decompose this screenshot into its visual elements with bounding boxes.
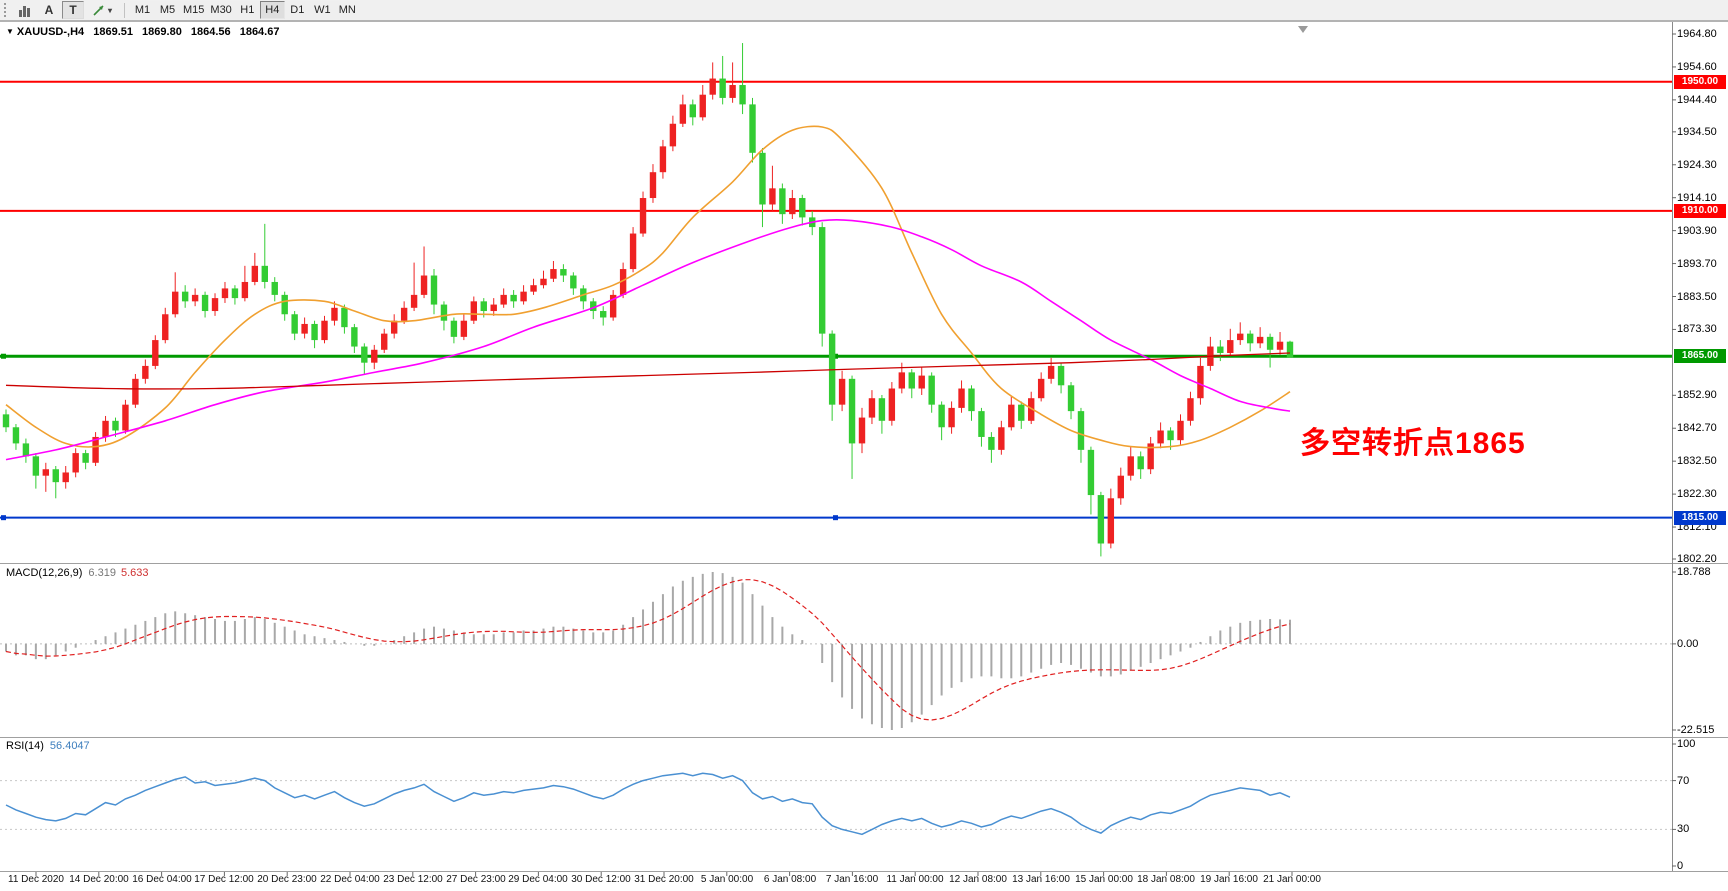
price-axis-label: 1934.50 (1677, 125, 1717, 138)
time-axis-label: 13 Jan 16:00 (1012, 874, 1070, 885)
price-axis-label: 1964.80 (1677, 28, 1717, 40)
rsi-axis-label: 70 (1677, 774, 1690, 787)
time-axis-label: 20 Dec 23:00 (257, 874, 317, 885)
timeframe-m30-button[interactable]: M30 (207, 1, 235, 19)
timeframe-mn-button[interactable]: MN (334, 1, 360, 19)
price-tag-1910-00: 1910.00 (1674, 203, 1726, 218)
rsi-name: RSI(14) (6, 740, 44, 752)
macd-axis-label: 18.788 (1677, 566, 1711, 578)
macd-indicator-label: MACD(12,26,9) 6.319 5.633 (6, 567, 148, 579)
time-axis-label: 17 Dec 12:00 (194, 874, 254, 885)
candles-layer (2, 43, 1294, 557)
symbol-dropdown-icon[interactable]: ▼ (6, 27, 14, 36)
timeframe-w1-button[interactable]: W1 (309, 1, 335, 19)
time-axis-label: 22 Dec 04:00 (320, 874, 380, 885)
hline-objects-layer[interactable] (0, 80, 1672, 521)
timeframe-d1-button[interactable]: D1 (284, 1, 310, 19)
time-axis-label: 21 Jan 00:00 (1263, 874, 1321, 885)
separators-layer (0, 21, 1728, 876)
price-tag-1950-00: 1950.00 (1674, 74, 1726, 89)
text-tool-t-button[interactable]: T (62, 1, 84, 19)
time-axis-label: 23 Dec 12:00 (383, 874, 443, 885)
rsi-value: 56.4047 (49, 740, 90, 752)
rsi-axis-label: 0 (1677, 860, 1684, 872)
timeframe-group: M1 M5 M15 M30 H1 H4 D1 W1 MN (130, 1, 360, 19)
toolbar-separator (124, 2, 125, 18)
time-axis-label: 11 Jan 00:00 (886, 874, 944, 885)
price-axis-label: 1954.60 (1677, 60, 1717, 73)
timeframe-h1-button[interactable]: H1 (234, 1, 260, 19)
timeframe-m5-button[interactable]: M5 (155, 1, 180, 19)
price-axis-label: 1873.30 (1677, 323, 1717, 336)
price-axis-label: 1802.20 (1677, 553, 1717, 565)
chart-shift-marker-icon[interactable] (1298, 26, 1308, 33)
time-axis-label: 18 Jan 08:00 (1137, 874, 1195, 885)
ohlc-high: 1869.80 (142, 26, 182, 38)
price-axis-label: 1883.50 (1677, 290, 1717, 303)
macd-signal-line (5, 579, 1291, 721)
time-axis-label: 29 Dec 04:00 (508, 874, 568, 885)
chart-title: ▼ XAUUSD-,H4 1869.51 1869.80 1864.56 1864… (6, 26, 279, 38)
time-axis-label: 7 Jan 16:00 (825, 874, 879, 885)
macd-layer (0, 572, 1672, 730)
ma-lines-layer (5, 125, 1291, 461)
ohlc-open: 1869.51 (93, 26, 133, 38)
bar-chart-icon-button[interactable] (14, 1, 36, 19)
time-axis-label: 11 Dec 2020 (8, 874, 64, 885)
annotation-text[interactable]: 多空转折点1865 (1300, 427, 1526, 460)
ohlc-low: 1864.56 (190, 26, 231, 38)
time-axis-label: 19 Jan 16:00 (1200, 874, 1258, 885)
time-axis-label: 6 Jan 08:00 (763, 874, 817, 885)
toolbar-grip-handle[interactable] (4, 3, 9, 17)
time-axis-label: 27 Dec 23:00 (446, 874, 506, 885)
price-axis-label: 1822.30 (1677, 488, 1717, 501)
timeframe-m15-button[interactable]: M15 (180, 1, 208, 19)
macd-axis-label: 0.00 (1677, 637, 1699, 650)
dropdown-caret-icon: ▾ (107, 5, 112, 15)
rsi-axis-label: 100 (1677, 738, 1696, 750)
price-tag-1815-00: 1815.00 (1674, 510, 1726, 525)
time-axis-label: 12 Jan 08:00 (949, 874, 1007, 885)
price-axis-label: 1924.30 (1677, 158, 1717, 171)
price-tag-1865-00: 1865.00 (1674, 349, 1726, 364)
timeframe-m1-button[interactable]: M1 (130, 1, 155, 19)
price-axis-label: 1944.40 (1677, 93, 1717, 106)
symbol-timeframe-label: XAUUSD-,H4 (16, 26, 85, 38)
time-axis-label: 15 Jan 00:00 (1075, 874, 1133, 885)
time-axis-label: 16 Dec 04:00 (132, 874, 192, 885)
price-axis-label: 1842.70 (1677, 422, 1717, 435)
line-studies-button[interactable]: ▾ (86, 1, 118, 19)
rsi-axis-label: 30 (1677, 823, 1690, 836)
time-axis-label: 31 Dec 20:00 (634, 874, 694, 885)
macd-name: MACD(12,26,9) (6, 567, 83, 579)
time-axis-label: 5 Jan 00:00 (700, 874, 754, 885)
price-axis-label: 1903.90 (1677, 224, 1717, 237)
ma-orange-line (5, 125, 1291, 449)
price-axis-label: 1893.70 (1677, 257, 1717, 270)
ma-red-line (5, 352, 1291, 390)
macd-main-value: 6.319 (88, 567, 116, 579)
toolbar: A T ▾ M1 M5 M15 M30 H1 H4 D1 W1 MN (0, 0, 1728, 21)
bar-chart-icon (19, 5, 30, 17)
timeframe-h4-button[interactable]: H4 (259, 1, 285, 19)
price-axis-label: 1832.50 (1677, 455, 1717, 468)
macd-signal-value: 5.633 (120, 567, 149, 579)
macd-axis-label: -22.515 (1677, 724, 1715, 736)
rsi-line (5, 772, 1291, 836)
rsi-indicator-label: RSI(14) 56.4047 (6, 740, 90, 752)
time-axis-label: 30 Dec 12:00 (571, 874, 631, 885)
price-axis-label: 1914.10 (1677, 191, 1717, 204)
price-axis-label: 1852.90 (1677, 389, 1717, 402)
line-studies-arrow-icon (93, 4, 104, 16)
rsi-layer (0, 772, 1672, 836)
ma-magenta-line (5, 218, 1291, 461)
time-axis-label: 14 Dec 20:00 (69, 874, 129, 885)
text-tool-a-button[interactable]: A (38, 1, 60, 19)
ohlc-close: 1864.67 (239, 26, 280, 38)
